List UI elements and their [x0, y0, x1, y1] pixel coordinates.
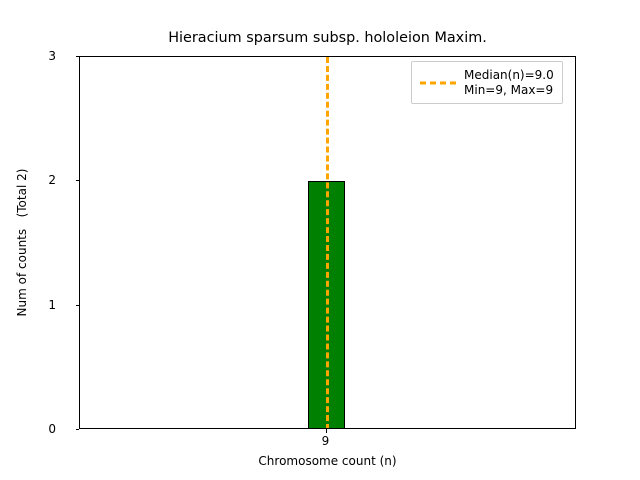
legend-entry-median: Median(n)=9.0 [464, 68, 554, 82]
page-title: Hieracium sparsum subsp. hololeion Maxim… [168, 30, 487, 46]
y-tick-mark-3 [75, 56, 79, 57]
x-tick-mark-9 [325, 429, 327, 433]
y-tick-mark-2 [75, 180, 79, 182]
median-line [326, 57, 329, 428]
y-tick-label-2: 2 [48, 173, 56, 188]
legend-text: Median(n)=9.0 Min=9, Max=9 [464, 68, 554, 97]
y-tick-mark-0 [75, 429, 79, 430]
plot-inner [80, 57, 575, 428]
y-axis-label: Num of counts (Total 2) [15, 168, 29, 317]
y-tick-mark-1 [75, 304, 79, 306]
legend-dashed-line-icon [420, 77, 456, 89]
y-tick-label-1: 1 [48, 297, 56, 312]
plot-area [79, 56, 576, 429]
y-tick-label-3: 3 [48, 49, 56, 63]
legend-entry-minmax: Min=9, Max=9 [464, 82, 554, 97]
x-tick-label-9: 9 [321, 434, 330, 448]
y-tick-label-0: 0 [48, 422, 56, 436]
x-axis-label: Chromosome count (n) [258, 454, 397, 468]
legend[interactable]: Median(n)=9.0 Min=9, Max=9 [411, 61, 563, 105]
